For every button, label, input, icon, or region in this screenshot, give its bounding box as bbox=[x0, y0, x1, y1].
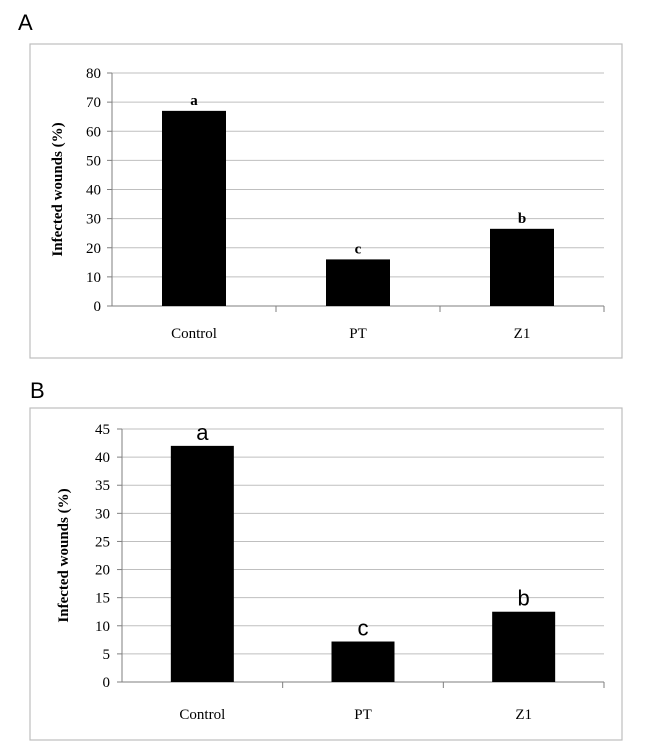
bar-pt bbox=[326, 259, 390, 306]
significance-letter: a bbox=[196, 420, 209, 445]
y-tick-label: 40 bbox=[95, 450, 110, 466]
significance-letter: b bbox=[518, 586, 530, 611]
y-tick-label: 35 bbox=[95, 478, 110, 494]
y-tick-label: 10 bbox=[86, 270, 101, 286]
x-tick-label: Z1 bbox=[514, 326, 531, 342]
y-tick-label: 30 bbox=[86, 212, 101, 228]
significance-letter: b bbox=[518, 211, 526, 227]
y-tick-label: 60 bbox=[86, 124, 101, 140]
bar-control bbox=[162, 110, 226, 306]
y-tick-label: 20 bbox=[95, 563, 110, 579]
bar-pt bbox=[331, 641, 395, 682]
y-tick-label: 80 bbox=[86, 66, 101, 82]
panel-label-a: A bbox=[18, 10, 33, 35]
x-tick-label: PT bbox=[354, 707, 372, 723]
chart-b-frame bbox=[29, 407, 623, 741]
significance-letter: c bbox=[355, 241, 362, 257]
y-tick-label: 5 bbox=[103, 647, 111, 663]
y-tick-label: 50 bbox=[86, 153, 101, 169]
x-tick-label: Z1 bbox=[515, 707, 532, 723]
bar-z1 bbox=[490, 228, 554, 306]
bar-control bbox=[170, 445, 234, 682]
y-tick-label: 25 bbox=[95, 534, 110, 550]
chart-a: 0 10 20 30 40 50 60 70 80 a Control c PT b Z1 Infected … bbox=[50, 66, 605, 342]
y-tick-label: 45 bbox=[95, 422, 110, 438]
y-tick-label: 0 bbox=[103, 675, 111, 691]
y-tick-label: 40 bbox=[86, 183, 101, 199]
y-tick-label: 10 bbox=[95, 619, 110, 635]
x-tick-label: Control bbox=[171, 326, 217, 342]
panel-label-b: B bbox=[30, 378, 45, 403]
y-axis-label: Infected wounds (%) bbox=[50, 122, 66, 256]
y-tick-label: 70 bbox=[86, 95, 101, 111]
y-tick-label: 0 bbox=[94, 299, 102, 315]
y-axis-label: Infected wounds (%) bbox=[56, 488, 72, 622]
chart-a-frame bbox=[29, 43, 623, 359]
x-tick-label: PT bbox=[349, 326, 367, 342]
significance-letter: a bbox=[190, 93, 198, 109]
y-tick-label: 15 bbox=[95, 591, 110, 607]
y-tick-label: 30 bbox=[95, 506, 110, 522]
y-tick-label: 20 bbox=[86, 241, 101, 257]
significance-letter: c bbox=[358, 616, 369, 641]
bar-z1 bbox=[492, 611, 556, 682]
x-tick-label: Control bbox=[179, 707, 225, 723]
chart-b: 0 5 10 15 20 25 30 35 40 45 a Control c PT b Z1 Infected… bbox=[56, 420, 605, 723]
